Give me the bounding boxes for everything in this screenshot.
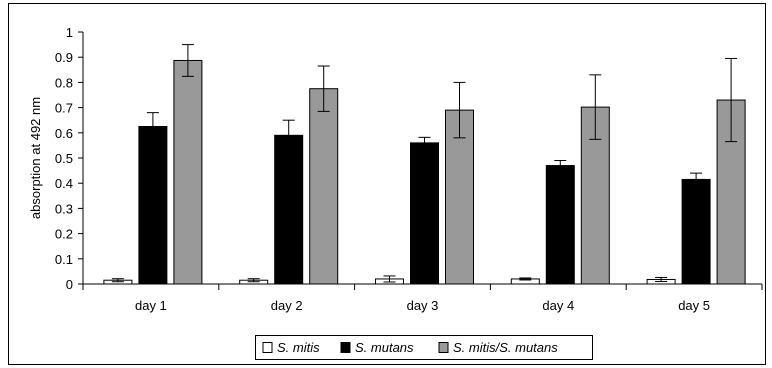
x-tick-label: day 2 — [271, 298, 303, 313]
chart-frame — [8, 3, 766, 365]
bar — [681, 178, 711, 285]
legend-swatch — [340, 342, 351, 353]
legend-label: S. mutans — [355, 340, 414, 355]
y-tick-label: 0.6 — [55, 126, 73, 141]
x-tick-label: day 4 — [542, 298, 574, 313]
x-axis: day 1 day 2 day 3 day 4 day 5 — [82, 283, 763, 313]
bar — [274, 134, 304, 285]
bar — [309, 88, 339, 285]
y-axis-label: absorption at 492 nm — [28, 97, 43, 219]
bar — [545, 165, 575, 285]
x-tick-label: day 5 — [678, 298, 710, 313]
bar — [138, 126, 168, 285]
legend-box — [255, 335, 593, 360]
legend-label: S. mitis — [277, 340, 320, 355]
y-tick-label: 0 — [66, 277, 73, 292]
legend-swatch — [438, 342, 449, 353]
y-tick-label: 0.7 — [55, 101, 73, 116]
x-tick-label: day 1 — [135, 298, 167, 313]
legend-swatch — [262, 342, 273, 353]
x-tick-label: day 3 — [407, 298, 439, 313]
y-tick-label: 0.5 — [55, 151, 73, 166]
y-tick-label: 0.1 — [55, 252, 73, 267]
y-tick-label: 0.9 — [55, 50, 73, 65]
y-axis: 0 0.1 0.2 0.3 0.4 0.5 0.6 0.7 0.8 0.9 1 — [55, 25, 84, 292]
y-tick-label: 0.8 — [55, 75, 73, 90]
legend-label: S. mitis/S. mutans — [453, 340, 558, 355]
y-tick-label: 1 — [66, 25, 73, 40]
y-tick-label: 0.4 — [55, 176, 73, 191]
y-tick-label: 0.2 — [55, 227, 73, 242]
bars-group — [103, 44, 746, 285]
y-tick-label: 0.3 — [55, 201, 73, 216]
bar — [173, 59, 203, 285]
bar — [410, 142, 439, 285]
legend: S. mitis S. mutans S. mitis/S. mutans — [255, 335, 593, 360]
bar — [445, 109, 474, 285]
